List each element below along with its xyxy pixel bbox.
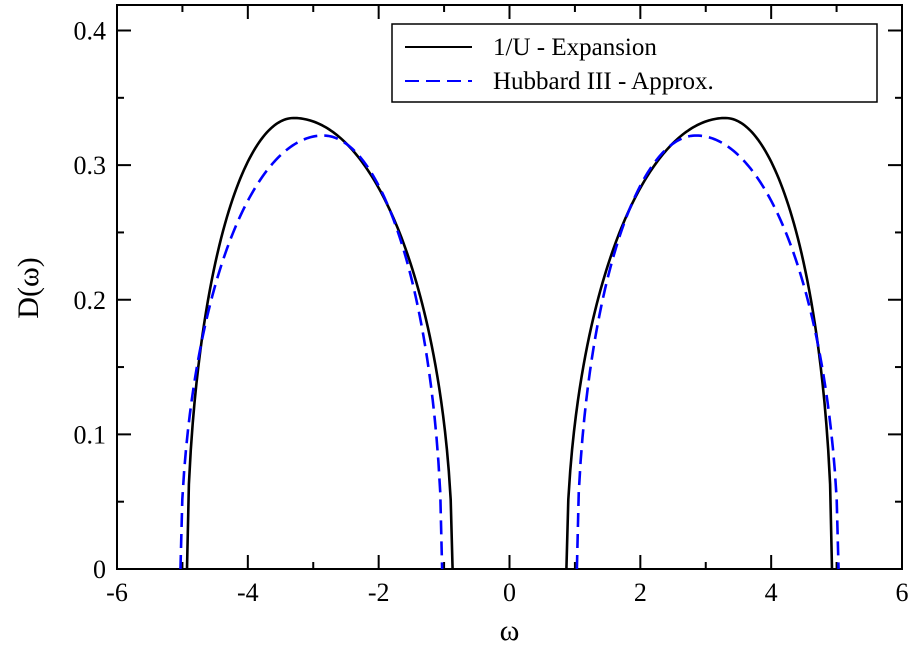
- x-tick-label: -4: [237, 578, 259, 607]
- series-1-band-2-line: [565, 116, 834, 570]
- x-tick-label: 6: [896, 578, 909, 607]
- y-tick-label: 0.3: [74, 151, 107, 180]
- legend: 1/U - Expansion Hubbard III - Approx.: [391, 23, 878, 103]
- x-axis-title: ω: [500, 614, 520, 647]
- y-tick-label: 0.2: [74, 286, 107, 315]
- x-tick-labels: -6 -4 -2 0 2 4 6: [106, 578, 908, 607]
- series-2-band-2-line: [575, 134, 840, 570]
- y-tick-label: 0.1: [74, 420, 107, 449]
- series-1: [185, 116, 834, 570]
- legend-label-series-1: 1/U - Expansion: [493, 34, 657, 61]
- series-layer: [179, 116, 840, 570]
- x-tick-label: -6: [106, 578, 128, 607]
- y-tick-labels: 0 0.1 0.2 0.3 0.4: [74, 17, 107, 585]
- x-tick-label: 0: [503, 578, 516, 607]
- x-tick-label: 4: [765, 578, 778, 607]
- y-axis-title: D(ω): [12, 257, 45, 318]
- legend-box: [391, 23, 878, 103]
- axis-ticks: [116, 5, 903, 570]
- series-2-band-1-line: [179, 134, 444, 570]
- series-1-band-1-line: [185, 116, 454, 570]
- y-tick-label: 0.4: [74, 17, 107, 46]
- x-tick-label: -2: [368, 578, 390, 607]
- x-tick-label: 2: [634, 578, 647, 607]
- legend-label-series-2: Hubbard III - Approx.: [493, 68, 714, 95]
- y-tick-label: 0: [93, 555, 106, 584]
- series-2: [179, 134, 840, 570]
